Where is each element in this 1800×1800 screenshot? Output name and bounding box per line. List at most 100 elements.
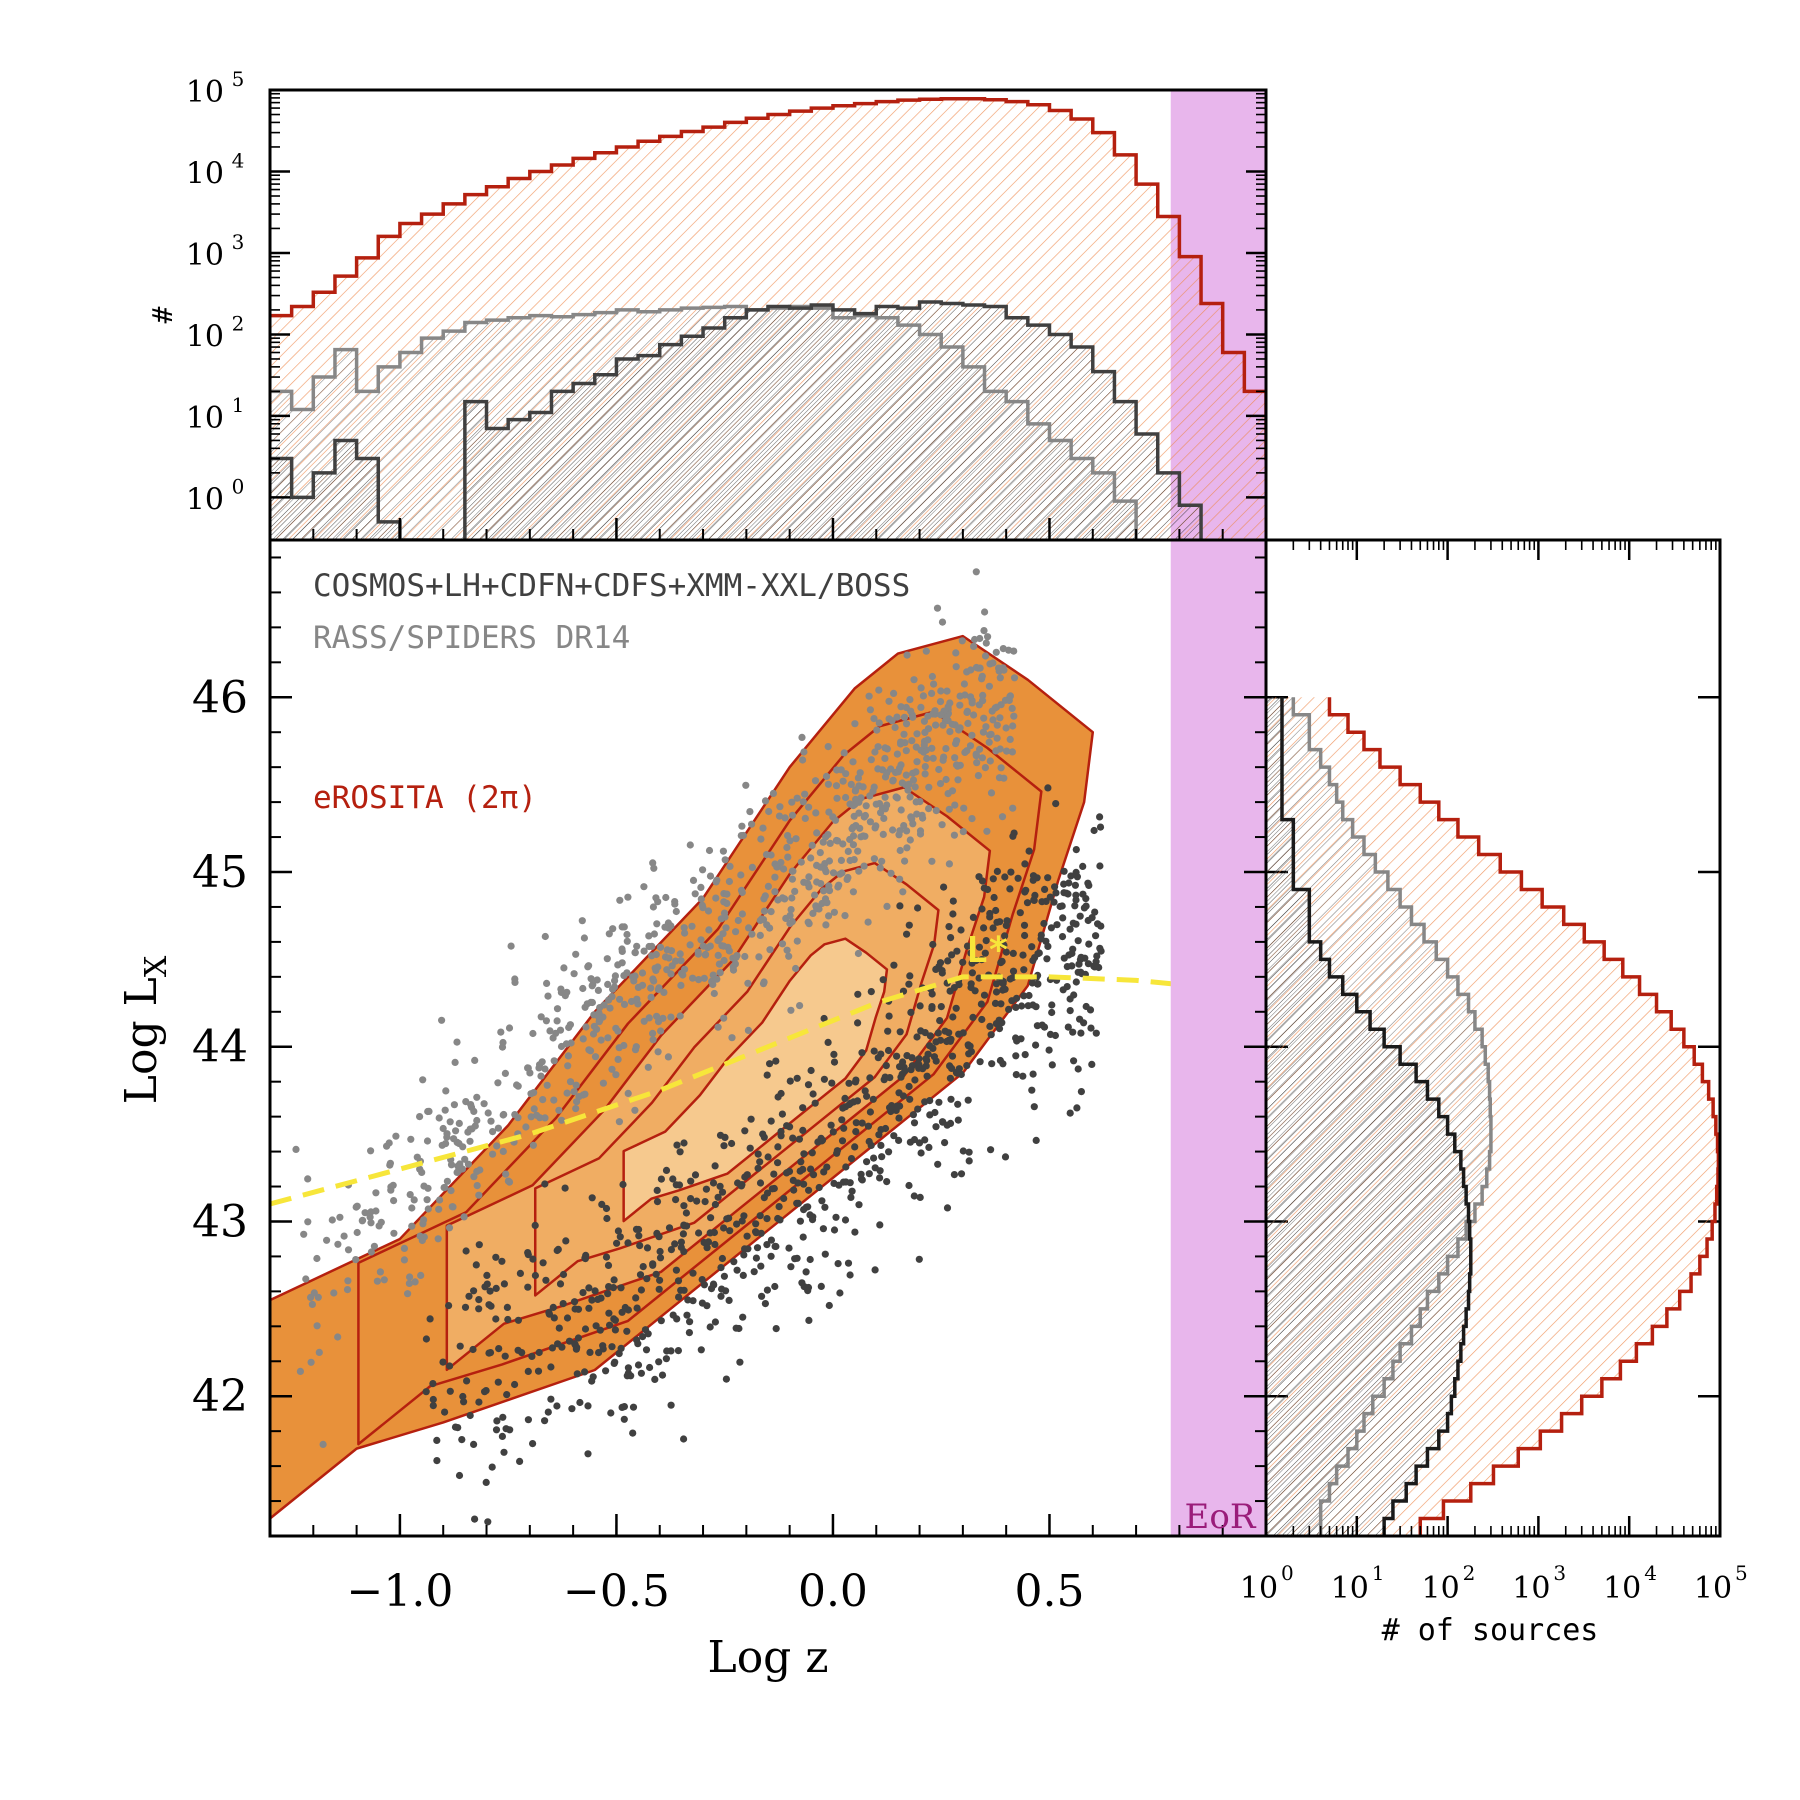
scatter-point [889, 777, 897, 785]
scatter-point [446, 1362, 454, 1370]
scatter-point [573, 1370, 581, 1378]
scatter-point [1006, 735, 1014, 744]
scatter-point [842, 1163, 850, 1171]
scatter-point [1025, 847, 1033, 855]
scatter-point [903, 930, 911, 938]
scatter-point [959, 1147, 967, 1155]
scatter-point [896, 1063, 904, 1071]
scatter-point [801, 814, 809, 823]
scatter-point [576, 1398, 584, 1407]
scatter-point [698, 1299, 707, 1307]
scatter-point [874, 743, 882, 751]
scatter-point [1020, 966, 1028, 974]
scatter-point [805, 803, 813, 811]
scatter-point [875, 686, 883, 694]
scatter-point [492, 1253, 500, 1261]
scatter-point [728, 1034, 736, 1042]
scatter-point [970, 642, 978, 651]
scatter-point [759, 916, 768, 924]
scatter-point [917, 684, 925, 692]
scatter-point [498, 1432, 506, 1440]
scatter-point [685, 1329, 694, 1337]
scatter-point [714, 1023, 722, 1031]
scatter-point [361, 1209, 369, 1217]
scatter-point [652, 894, 660, 902]
scatter-point [633, 995, 641, 1003]
scatter-point [386, 1161, 394, 1169]
scatter-point [677, 1286, 685, 1294]
scatter-point [553, 1017, 561, 1025]
scatter-point [1030, 1103, 1038, 1111]
scatter-point [732, 928, 740, 936]
scatter-point [689, 974, 697, 982]
scatter-point [919, 814, 927, 822]
scatter-point [766, 1060, 774, 1068]
scatter-point [624, 1089, 632, 1097]
scatter-point [418, 1236, 426, 1245]
scatter-point [920, 741, 928, 749]
top-panel-ticks: 10 0 10 1 10 2 10 3 10 4 10 5 [186, 67, 1266, 517]
scatter-point [989, 716, 997, 724]
scatter-point [846, 835, 854, 844]
scatter-point [406, 1191, 414, 1199]
scatter-point [883, 902, 891, 911]
scatter-point [578, 917, 586, 925]
scatter-point [764, 1153, 772, 1161]
scatter-point [680, 924, 688, 932]
scatter-point [786, 911, 794, 920]
scatter-point [920, 717, 929, 725]
scatter-point [975, 701, 983, 709]
scatter-point [932, 807, 940, 815]
scatter-point [638, 969, 647, 977]
scatter-point [844, 847, 852, 856]
scatter-point [712, 894, 720, 902]
scatter-point [429, 1402, 437, 1410]
scatter-point [737, 1182, 746, 1190]
scatter-point [595, 1349, 603, 1357]
scatter-point [1005, 1005, 1013, 1014]
scatter-point [942, 714, 951, 722]
scatter-point [796, 1167, 804, 1175]
scatter-point [674, 1277, 683, 1285]
scatter-point [969, 913, 978, 922]
scatter-point [948, 1052, 957, 1060]
scatter-point [539, 1096, 547, 1104]
scatter-point [488, 1463, 496, 1471]
scatter-point [336, 1213, 344, 1221]
scatter-point [999, 986, 1007, 994]
scatter-point [851, 1143, 859, 1151]
scatter-point [1077, 1088, 1085, 1096]
scatter-point [358, 1217, 366, 1225]
scatter-point [541, 1180, 549, 1188]
scatter-point [1048, 1008, 1056, 1017]
scatter-point [887, 1107, 895, 1116]
scatter-point [975, 873, 983, 881]
scatter-point [649, 1261, 657, 1269]
scatter-point [851, 1078, 860, 1086]
scatter-point [404, 1290, 412, 1298]
scatter-point [895, 1136, 903, 1144]
scatter-point [746, 1144, 754, 1152]
scatter-point [680, 1202, 688, 1210]
scatter-point [907, 1008, 915, 1017]
scatter-point [377, 1218, 385, 1226]
scatter-point [774, 1143, 782, 1151]
scatter-point [710, 1228, 719, 1237]
scatter-point [616, 995, 624, 1003]
scatter-point [964, 1096, 972, 1104]
right-histogram-panel: 10 0 10 1 10 2 10 3 10 4 10 5 # of sources [1240, 538, 1748, 1648]
scatter-point [495, 1345, 503, 1353]
scatter-point [963, 942, 972, 950]
scatter-point [1032, 1136, 1040, 1144]
scatter-point [553, 1246, 561, 1255]
scatter-point [998, 813, 1007, 821]
scatter-point [471, 1515, 479, 1523]
scatter-point [697, 895, 705, 903]
scatter-point [864, 918, 872, 926]
scatter-point [801, 790, 809, 798]
scatter-point [877, 1050, 885, 1058]
scatter-point [763, 1286, 772, 1294]
scatter-point [605, 1309, 613, 1317]
top-ytick-label: 10 [186, 319, 224, 354]
scatter-point [992, 988, 1001, 996]
